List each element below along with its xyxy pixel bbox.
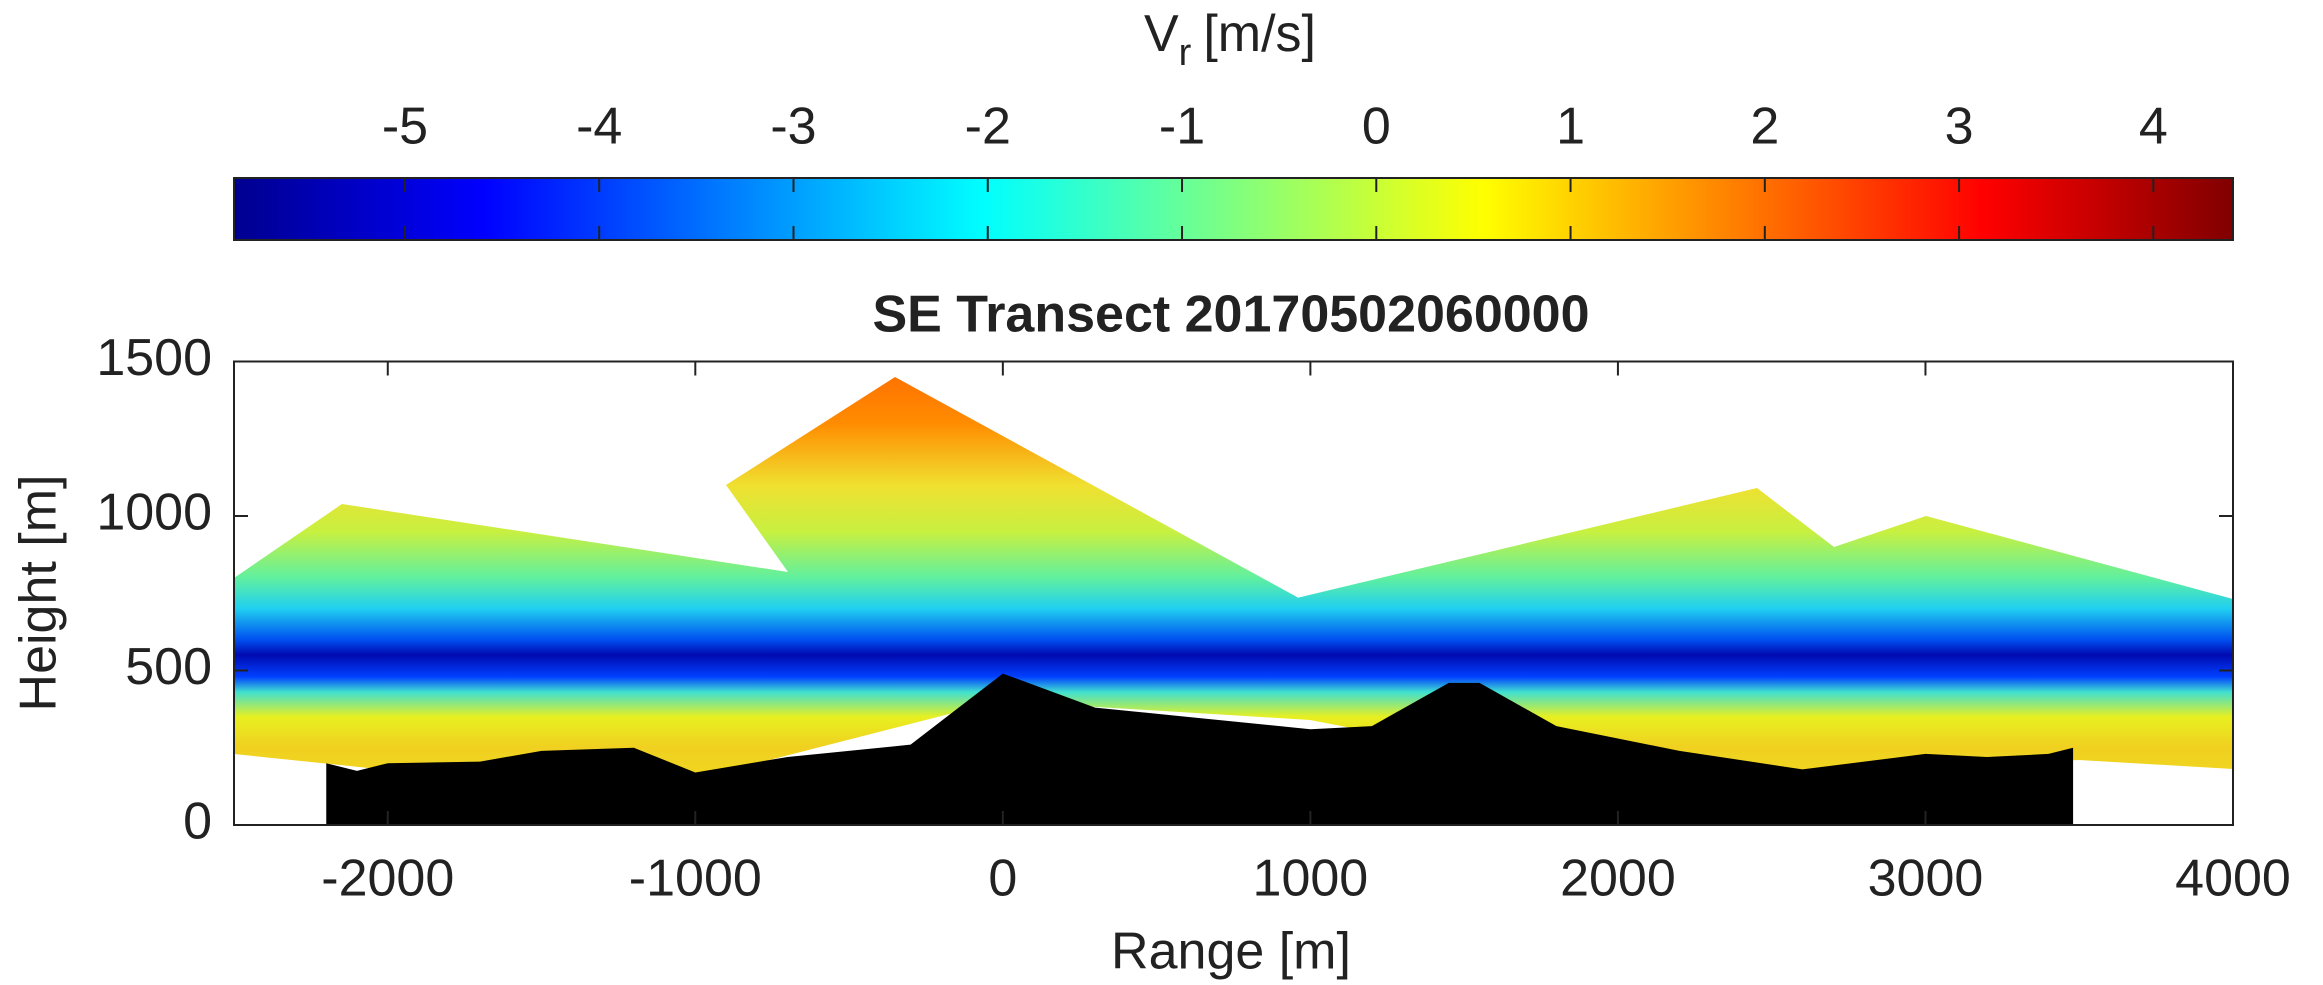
x-tick-label: 2000 [1560, 850, 1676, 908]
colorbar-tick-label: 4 [2139, 98, 2168, 156]
plot-marks [326, 673, 2074, 825]
y-tick-label: 1500 [96, 329, 212, 387]
colorbar-tick-label: 3 [1945, 98, 1974, 156]
x-tick-label: -1000 [629, 850, 762, 908]
x-tick-label: -2000 [321, 850, 454, 908]
colorbar-tick-label: -4 [576, 98, 622, 156]
y-tick-label: 1000 [96, 484, 212, 542]
x-tick-label: 1000 [1253, 850, 1369, 908]
colorbar-tick-label: -3 [770, 98, 816, 156]
colorbar-label-unit: [m/s] [1203, 5, 1316, 63]
x-tick-label: 0 [988, 850, 1017, 908]
colorbar-label: Vr [m/s] [1144, 5, 1316, 74]
x-axis-label: Range [m] [1111, 923, 1351, 981]
colorbar-tick-label: 2 [1750, 98, 1779, 156]
colorbar-tick-label: 1 [1556, 98, 1585, 156]
terrain [326, 673, 2074, 825]
colorbar [233, 177, 2234, 241]
y-tick-label: 0 [183, 793, 212, 851]
x-tick-label: 4000 [2175, 850, 2291, 908]
colorbar-label-subscript: r [1179, 32, 1192, 74]
y-axis-label: Height [m] [10, 475, 68, 712]
colorbar-tick-label: -2 [965, 98, 1011, 156]
colorbar-tick-label: -1 [1159, 98, 1205, 156]
colorbar-tick-label: 0 [1362, 98, 1391, 156]
chart-title: SE Transect 20170502060000 [872, 286, 1589, 344]
y-tick-label: 500 [125, 638, 212, 696]
colorbar-label-main: V [1144, 5, 1179, 63]
x-tick-label: 3000 [1868, 850, 1984, 908]
plot-frame [233, 360, 2234, 826]
wind-field [234, 377, 2233, 779]
colorbar-tick-label: -5 [382, 98, 428, 156]
